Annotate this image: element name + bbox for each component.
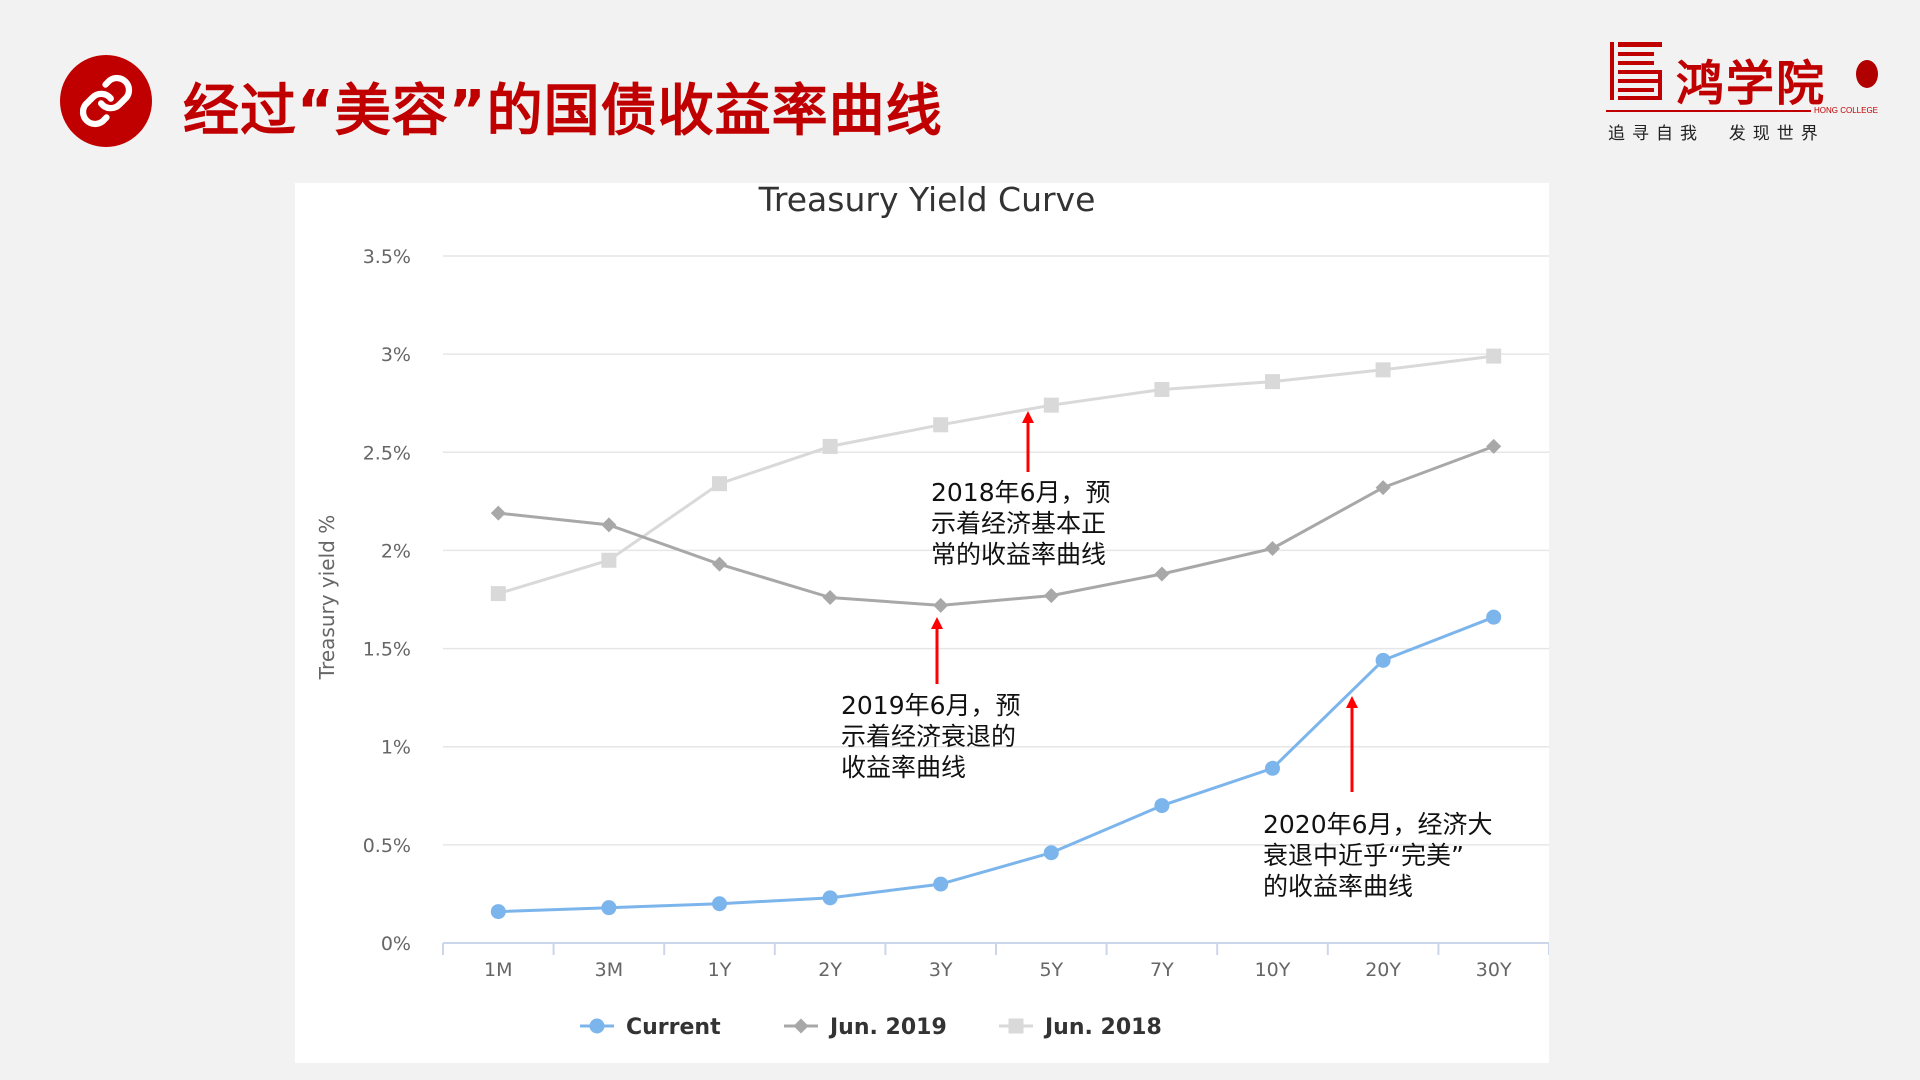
data-point-jun-2018 [822, 438, 838, 454]
yield-curve-chart: Treasury Yield Curve Treasury yield % 0%… [315, 183, 1549, 1040]
data-point-jun-2018 [1043, 397, 1059, 413]
data-point-current [1486, 609, 1502, 625]
data-point-current [1375, 652, 1391, 668]
y-tick-label: 1% [381, 737, 411, 759]
data-point-jun-2019 [601, 517, 617, 533]
data-point-current [490, 904, 506, 920]
x-tick-label: 7Y [1150, 959, 1174, 981]
data-point-current [822, 890, 838, 906]
annotation-line: 示着经济基本正 [931, 509, 1107, 538]
annotation-line: 2020年6月，经济大 [1263, 810, 1493, 839]
data-point-current [1154, 798, 1170, 814]
data-point-current [601, 900, 617, 916]
annotation-line: 收益率曲线 [841, 753, 967, 782]
data-point-jun-2019 [1265, 540, 1280, 556]
x-tick-label: 3Y [929, 959, 953, 981]
y-tick-label: 3.5% [363, 246, 411, 268]
annotation-line: 的收益率曲线 [1263, 872, 1414, 901]
data-point-jun-2019 [712, 556, 727, 572]
legend-marker [793, 1018, 809, 1034]
legend-label: Jun. 2019 [828, 1015, 947, 1040]
link-icon [60, 55, 152, 147]
x-tick-label: 5Y [1039, 959, 1063, 981]
y-tick-label: 0.5% [363, 835, 411, 857]
legend-label: Jun. 2018 [1043, 1015, 1162, 1040]
data-point-jun-2019 [933, 597, 949, 613]
chart-card: Treasury Yield Curve Treasury yield % 0%… [295, 183, 1549, 1063]
logo-divider [1606, 110, 1878, 112]
data-point-current [1265, 760, 1280, 776]
series-line-jun-2019 [498, 444, 1495, 607]
page-title: 经过“美容”的国债收益率曲线 [183, 79, 943, 144]
legend-marker [1008, 1018, 1024, 1034]
data-point-jun-2018 [933, 417, 949, 433]
annotation-line: 2019年6月，预 [841, 691, 1021, 720]
y-axis-label: Treasury yield % [315, 515, 339, 680]
x-tick-label: 20Y [1365, 959, 1401, 981]
series-line-current [498, 615, 1495, 914]
annotation-line: 示着经济衰退的 [841, 722, 1017, 751]
logo-mark-icon [1610, 42, 1662, 100]
data-point-jun-2018 [490, 586, 506, 602]
data-point-jun-2019 [490, 505, 506, 521]
x-tick-label: 30Y [1476, 959, 1512, 981]
logo-english-name: HONG COLLEGE [1810, 106, 1878, 115]
annotation-line: 衰退中近乎“完美” [1263, 841, 1464, 870]
series-line-jun-2018 [497, 354, 1494, 596]
annotation-arrow-2018-head [1022, 411, 1034, 423]
data-point-jun-2018 [1486, 348, 1502, 364]
data-point-jun-2018 [712, 476, 727, 492]
data-point-jun-2019 [1486, 438, 1502, 454]
data-point-jun-2018 [601, 552, 617, 568]
data-point-jun-2018 [1375, 362, 1391, 378]
chart-title: Treasury Yield Curve [758, 183, 1096, 219]
y-tick-label: 3% [381, 344, 411, 366]
data-point-jun-2018 [1265, 374, 1280, 390]
legend-marker [589, 1018, 605, 1034]
y-tick-label: 2.5% [363, 442, 411, 464]
data-point-jun-2019 [1154, 566, 1170, 582]
legend-label: Current [626, 1015, 721, 1040]
data-point-current [712, 896, 727, 912]
data-point-jun-2018 [1154, 381, 1170, 397]
logo-slogan: 追寻自我 发现世界 [1608, 124, 1825, 144]
x-tick-label: 1M [484, 959, 512, 981]
x-tick-label: 1Y [708, 959, 732, 981]
y-tick-label: 2% [381, 540, 411, 562]
data-point-jun-2019 [1375, 480, 1391, 496]
logo-name: 鸿学院 [1676, 56, 1827, 112]
annotation-arrow-2019-head [931, 617, 943, 629]
annotation-line: 常的收益率曲线 [931, 540, 1107, 569]
y-tick-label: 0% [381, 933, 411, 955]
logo-seal [1856, 60, 1878, 88]
x-tick-label: 2Y [818, 959, 842, 981]
data-point-current [933, 876, 949, 892]
x-tick-label: 3M [595, 959, 623, 981]
y-tick-label: 1.5% [363, 639, 411, 661]
data-point-jun-2019 [1043, 588, 1059, 604]
x-tick-label: 10Y [1255, 959, 1291, 981]
annotation-2020: 2020年6月，经济大 衰退中近乎“完美” 的收益率曲线 [1263, 809, 1493, 902]
data-point-jun-2019 [822, 590, 838, 606]
data-point-current [1043, 845, 1059, 861]
college-logo: 鸿学院 HONG COLLEGE 追寻自我 发现世界 [1606, 40, 1886, 145]
annotation-2019: 2019年6月，预 示着经济衰退的 收益率曲线 [841, 690, 1021, 783]
annotation-2018: 2018年6月，预 示着经济基本正 常的收益率曲线 [931, 477, 1111, 570]
annotation-arrow-2020-head [1346, 696, 1358, 708]
annotation-line: 2018年6月，预 [931, 478, 1111, 507]
